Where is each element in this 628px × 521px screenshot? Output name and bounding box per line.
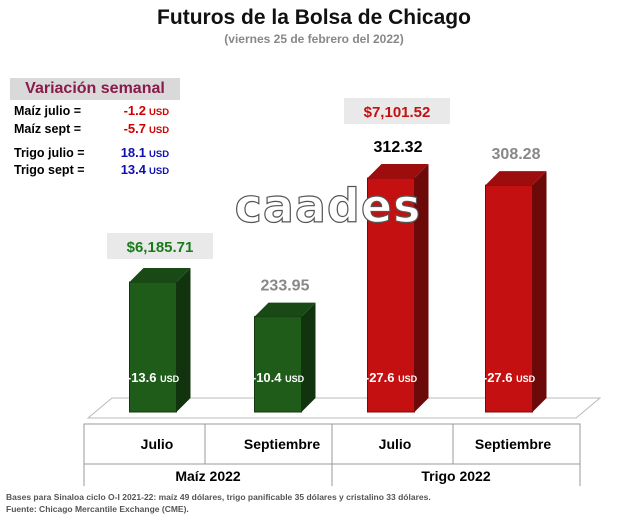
bar-change-value: -27.6 [483,370,516,385]
weekly-change-label: Trigo julio = [14,146,85,160]
bar-change-label: -27.6 USD [365,370,418,385]
bar-side [176,267,191,412]
chart-subtitle: (viernes 25 de febrero del 2022) [224,32,404,46]
weekly-change-unit: USD [149,125,170,136]
weekly-change-row: Maíz julio = -1.2 USD [14,103,169,118]
bar-change-value: -27.6 [365,370,398,385]
bar-change-unit: USD [398,374,418,384]
weekly-change-label: Trigo sept = [14,163,85,177]
bar-change-label: -13.6 USD [127,370,180,385]
weekly-change-unit: USD [149,166,170,177]
bar-side [532,171,547,412]
bar-top [129,267,191,282]
footnote-source: Fuente: Chicago Mercantile Exchange (CME… [6,504,189,514]
price-label-trigo: $7,101.52 [364,104,431,121]
weekly-change-label: Maíz julio = [14,104,82,118]
weekly-change-value: 18.1 [120,145,146,160]
bar-change-value: -10.4 [252,370,285,385]
weekly-change-row: Trigo julio = 18.1 USD [14,145,169,160]
category-label: Septiembre [475,436,551,452]
weekly-change-row: Trigo sept = 13.4 USD [14,162,169,177]
weekly-change-value: 13.4 [120,162,146,177]
group-label: Maíz 2022 [175,468,241,484]
bar-change-label: -10.4 USD [252,370,305,385]
watermark-logo: caades [235,179,422,233]
bar-top [254,302,316,317]
bar-value-label: 308.28 [492,146,541,163]
chart-title: Futuros de la Bolsa de Chicago [157,6,471,29]
bar-change-value: -13.6 [127,370,160,385]
price-label-maiz: $6,185.71 [127,239,194,256]
weekly-change-unit: USD [149,149,170,160]
weekly-change-row: Maíz sept = -5.7 USD [14,121,169,136]
bar-top [367,164,429,178]
category-label: Julio [379,436,412,452]
bar [485,184,533,413]
bar-change-label: -27.6 USD [483,370,536,385]
bar-value-label: 312.32 [374,139,423,156]
weekly-change-value: -1.2 [123,103,146,118]
chart-floor [86,397,602,419]
weekly-change-value: -5.7 [123,121,146,136]
price-label-trigo-box [344,98,450,124]
category-label: Julio [141,436,174,452]
group-label: Trigo 2022 [421,468,490,484]
bar-top [485,171,547,186]
bar [129,281,177,413]
category-label: Septiembre [244,436,320,452]
weekly-change-label: Maíz sept = [14,122,82,136]
weekly-change-unit: USD [149,107,170,118]
bar-side [414,164,429,412]
bar-change-unit: USD [285,374,305,384]
bar-value-label: 233.95 [261,278,310,295]
bar-change-unit: USD [160,374,180,384]
bar-side [301,302,316,412]
bar [254,316,302,413]
weekly-change-title: Variación semanal [10,78,180,100]
bar-change-unit: USD [516,374,536,384]
footnote-bases: Bases para Sinaloa ciclo O-I 2021-22: ma… [6,492,431,502]
price-label-maiz-box [107,233,213,259]
